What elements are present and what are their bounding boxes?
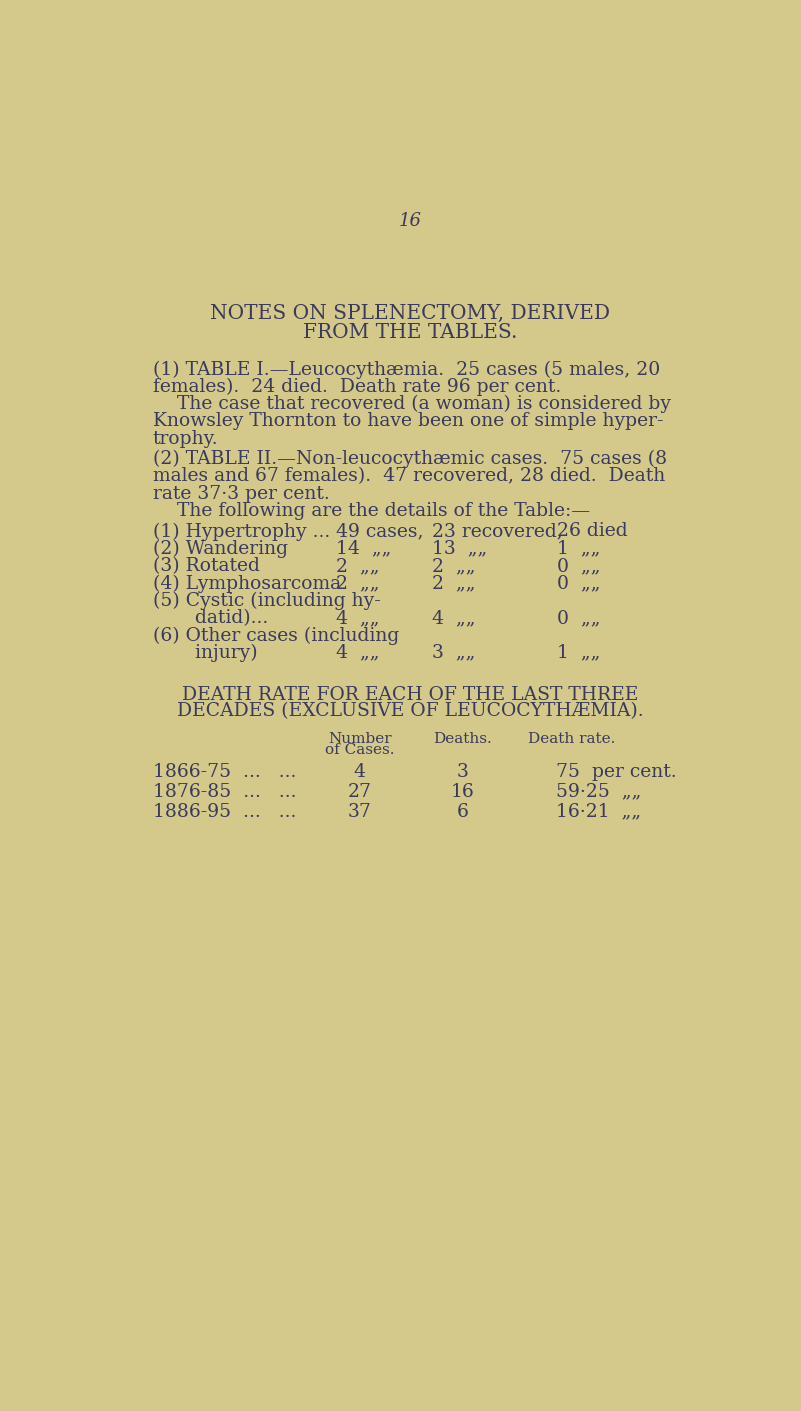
Text: 6: 6 [457,803,469,821]
Text: The case that recovered (a woman) is considered by: The case that recovered (a woman) is con… [153,395,670,413]
Text: Deaths.: Deaths. [433,732,492,746]
Text: males and 67 females).  47 recovered, 28 died.  Death: males and 67 females). 47 recovered, 28 … [153,467,665,485]
Text: DEATH RATE FOR EACH OF THE LAST THREE: DEATH RATE FOR EACH OF THE LAST THREE [182,686,638,704]
Text: 75  per cent.: 75 per cent. [556,762,677,780]
Text: 13  „„: 13 „„ [432,539,487,557]
Text: 2  „„: 2 „„ [432,557,475,576]
Text: 1886-95  ...   ...: 1886-95 ... ... [153,803,296,821]
Text: 37: 37 [348,803,372,821]
Text: Number: Number [328,732,392,746]
Text: 2  „„: 2 „„ [336,574,380,593]
Text: injury): injury) [153,643,257,662]
Text: 23 recovered,: 23 recovered, [432,522,562,540]
Text: (2) TABLE II.—Non-leucocythæmic cases.  75 cases (8: (2) TABLE II.—Non-leucocythæmic cases. 7… [153,450,667,468]
Text: 1866-75  ...   ...: 1866-75 ... ... [153,762,296,780]
Text: datid)...: datid)... [153,610,268,626]
Text: NOTES ON SPLENECTOMY, DERIVED: NOTES ON SPLENECTOMY, DERIVED [210,303,610,323]
Text: (4) Lymphosarcoma: (4) Lymphosarcoma [153,574,341,593]
Text: of Cases.: of Cases. [325,742,395,756]
Text: 16: 16 [451,783,475,800]
Text: Death rate.: Death rate. [528,732,615,746]
Text: 0  „„: 0 „„ [557,557,601,576]
Text: 16: 16 [399,212,421,230]
Text: 1876-85  ...   ...: 1876-85 ... ... [153,783,296,800]
Text: females).  24 died.  Death rate 96 per cent.: females). 24 died. Death rate 96 per cen… [153,378,561,396]
Text: 4: 4 [354,762,366,780]
Text: rate 37·3 per cent.: rate 37·3 per cent. [153,484,329,502]
Text: 4  „„: 4 „„ [432,610,475,626]
Text: 1  „„: 1 „„ [557,539,601,557]
Text: (6) Other cases (including: (6) Other cases (including [153,626,399,645]
Text: 2  „„: 2 „„ [336,557,380,576]
Text: 4  „„: 4 „„ [336,610,380,626]
Text: Knowsley Thornton to have been one of simple hyper-: Knowsley Thornton to have been one of si… [153,412,663,430]
Text: 26 died: 26 died [557,522,628,540]
Text: 0  „„: 0 „„ [557,574,601,593]
Text: DECADES (EXCLUSIVE OF LEUCOCYTHÆMIA).: DECADES (EXCLUSIVE OF LEUCOCYTHÆMIA). [177,703,643,721]
Text: FROM THE TABLES.: FROM THE TABLES. [303,323,517,343]
Text: The following are the details of the Table:—: The following are the details of the Tab… [153,502,590,521]
Text: (2) Wandering: (2) Wandering [153,539,288,557]
Text: 14  „„: 14 „„ [336,539,392,557]
Text: 3  „„: 3 „„ [432,643,475,662]
Text: 4  „„: 4 „„ [336,643,380,662]
Text: 1  „„: 1 „„ [557,643,601,662]
Text: 27: 27 [348,783,372,800]
Text: 0  „„: 0 „„ [557,610,601,626]
Text: 3: 3 [457,762,469,780]
Text: (1) Hypertrophy ...: (1) Hypertrophy ... [153,522,330,540]
Text: 49 cases,: 49 cases, [336,522,424,540]
Text: 59·25  „„: 59·25 „„ [556,783,641,800]
Text: trophy.: trophy. [153,429,219,447]
Text: 16·21  „„: 16·21 „„ [556,803,641,821]
Text: (3) Rotated: (3) Rotated [153,557,260,576]
Text: (1) TABLE I.—Leucocythæmia.  25 cases (5 males, 20: (1) TABLE I.—Leucocythæmia. 25 cases (5 … [153,360,660,378]
Text: 2  „„: 2 „„ [432,574,475,593]
Text: (5) Cystic (including hy-: (5) Cystic (including hy- [153,591,380,610]
